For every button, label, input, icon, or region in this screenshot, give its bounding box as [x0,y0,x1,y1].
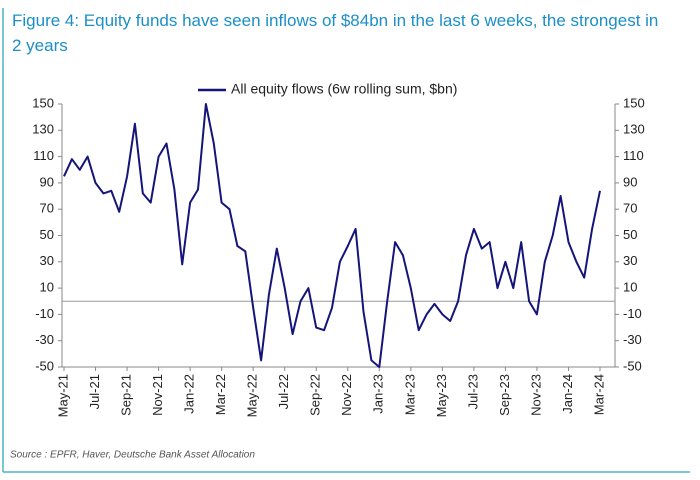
x-tick-label: Jul-23 [465,374,480,409]
y2-tick-label: -10 [623,306,642,321]
y2-tick-label: 10 [623,280,637,295]
x-tick-label: Sep-23 [497,374,512,416]
y-tick-label: -50 [35,358,54,373]
y2-tick-label: 90 [623,174,637,189]
source: Source : EPFR, Haver, Deutsche Bank Asse… [10,450,255,461]
chart-title: Figure 4: Equity funds have seen inflows… [12,11,659,55]
x-tick-label: Nov-23 [528,374,543,416]
y-tick-label: 150 [32,95,54,110]
y2-tick-label: 70 [623,201,637,216]
y-tick-label: 50 [40,227,54,242]
y-tick-label: 130 [32,122,54,137]
y2-tick-label: -50 [623,358,642,373]
y2-tick-label: 130 [623,122,645,137]
x-tick-label: Mar-24 [591,374,606,415]
y2-tick-label: 50 [623,227,637,242]
y-tick-label: 110 [33,148,54,163]
y2-tick-label: 30 [623,253,637,268]
y2-tick-label: 150 [623,95,645,110]
x-tick-label: May-21 [55,374,70,417]
x-tick-label: May-22 [245,374,260,417]
x-tick-label: Mar-23 [402,374,417,415]
y2-tick-label: -30 [623,332,642,347]
y-tick-label: 30 [40,253,54,268]
x-tick-label: Mar-22 [213,374,228,415]
y-tick-label: 90 [40,174,54,189]
x-tick-label: Sep-22 [308,374,323,416]
x-tick-label: Jul-22 [276,374,291,409]
series-line [63,103,601,368]
y-tick-label: -10 [35,306,54,321]
x-tick-label: May-23 [434,374,449,417]
y2-tick-label: 110 [623,148,644,163]
y-tick-label: 10 [40,280,54,295]
x-tick-label: Nov-21 [150,374,165,416]
y-tick-label: 70 [40,201,54,216]
x-tick-label: Jan-22 [182,374,197,414]
x-tick-label: Jan-23 [371,374,386,414]
x-tick-label: Nov-22 [339,374,354,416]
legend-label: All equity flows (6w rolling sum, $bn) [231,81,457,97]
x-tick-label: Jul-21 [87,374,102,409]
x-tick-label: Sep-21 [118,374,133,416]
y-tick-label: -30 [35,332,54,347]
x-tick-label: Jan-24 [560,374,575,414]
